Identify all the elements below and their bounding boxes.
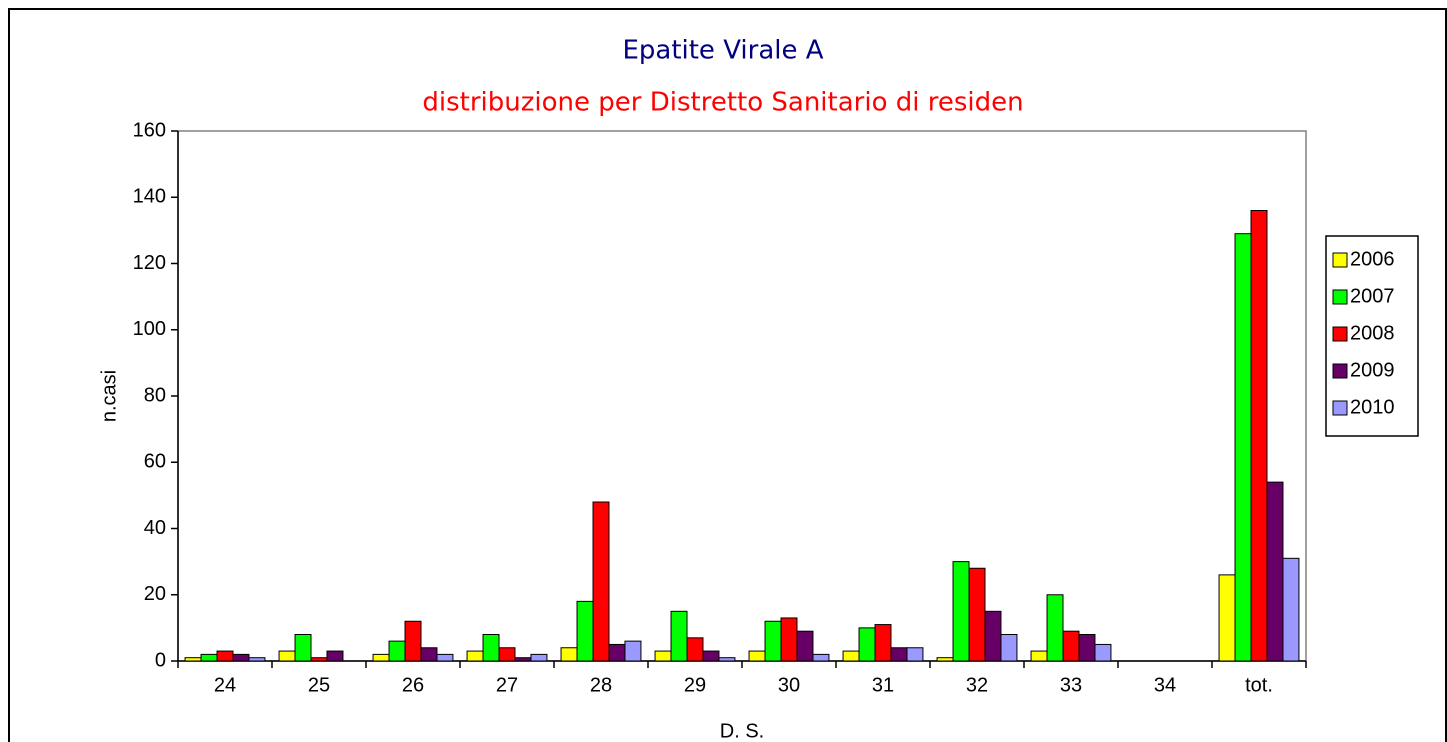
bar [326,650,344,662]
bar [1282,557,1300,662]
bar [1094,643,1112,662]
x-axis-label: D. S. [720,720,764,742]
bar [232,653,250,662]
bar [1000,634,1018,662]
chart-title: Epatite Virale A [622,36,823,66]
bar [1062,630,1080,662]
bar [372,653,390,662]
bar [906,647,924,662]
bar [1234,233,1252,662]
bar [952,561,970,662]
legend-label: 2006 [1350,248,1395,270]
bar [842,650,860,662]
y-tick-label: 40 [144,517,166,539]
bar [1078,634,1096,662]
y-tick-label: 100 [133,318,166,340]
bar [624,640,642,662]
legend-label: 2007 [1350,285,1395,307]
bar [748,650,766,662]
legend-swatch [1332,252,1348,268]
bar [530,653,548,662]
x-tick-label: 31 [872,674,894,696]
bar [514,657,532,662]
bar [796,630,814,662]
bar [216,650,234,662]
x-tick-label: 24 [214,674,236,696]
x-tick-label: 28 [590,674,612,696]
bar [654,650,672,662]
bar [482,634,500,662]
legend-swatch [1332,363,1348,379]
bar [780,617,798,662]
y-tick-label: 140 [133,186,166,208]
bar [812,653,830,662]
y-tick-label: 0 [155,649,166,671]
bar [420,647,438,662]
x-tick-label: 27 [496,674,518,696]
chart-subtitle: distribuzione per Distretto Sanitario di… [422,88,1023,118]
bar [874,624,892,662]
bar [592,501,610,662]
x-tick-label: tot. [1245,674,1273,696]
x-tick-label: 33 [1060,674,1082,696]
bar [686,637,704,662]
bar [466,650,484,662]
legend-label: 2008 [1350,322,1395,344]
y-tick-label: 60 [144,451,166,473]
bar [278,650,296,662]
legend-swatch [1332,400,1348,416]
legend-label: 2010 [1350,396,1395,418]
bar [310,657,328,662]
bar [1218,574,1236,662]
x-tick-label: 30 [778,674,800,696]
bar [1266,481,1284,662]
y-tick-label: 160 [133,119,166,141]
bar [404,620,422,662]
y-tick-label: 80 [144,384,166,406]
bar [718,657,736,662]
y-axis-label: n.casi [98,370,120,422]
legend-swatch [1332,326,1348,342]
bar [498,647,516,662]
x-tick-label: 32 [966,674,988,696]
legend-label: 2009 [1350,359,1395,381]
bar [1046,594,1064,662]
y-tick-label: 20 [144,583,166,605]
bar [294,634,312,662]
bar [436,653,454,662]
x-tick-label: 29 [684,674,706,696]
bar [1250,210,1268,662]
bar [936,657,954,662]
bar [890,647,908,662]
x-tick-label: 25 [308,674,330,696]
x-tick-label: 34 [1154,674,1176,696]
bar [984,610,1002,662]
bar [764,620,782,662]
bar [388,640,406,662]
bar [968,567,986,662]
bar [560,647,578,662]
bar [702,650,720,662]
bar [248,657,266,662]
plot-area [177,130,1307,662]
bar [608,643,626,662]
bar [858,627,876,662]
legend-swatch [1332,289,1348,305]
bar [670,610,688,662]
bar [1030,650,1048,662]
bar [576,600,594,662]
y-tick-label: 120 [133,252,166,274]
x-tick-label: 26 [402,674,424,696]
bar [184,657,202,662]
bar [200,653,218,662]
